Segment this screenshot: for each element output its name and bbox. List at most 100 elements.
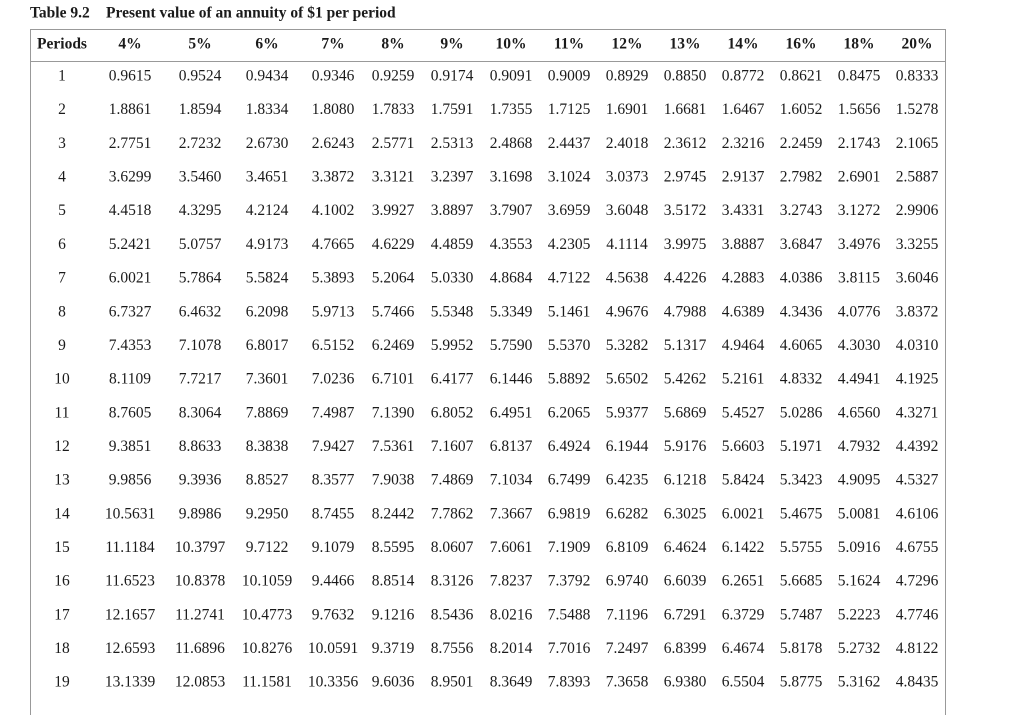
- value-cell: 4.4392: [896, 438, 939, 455]
- value-cell: 5.8178: [780, 640, 823, 657]
- value-cell: 4.2305: [548, 236, 591, 253]
- table-label: Table 9.2: [30, 5, 90, 22]
- value-cell: 3.4331: [722, 202, 765, 219]
- value-cell: 2.5313: [431, 135, 474, 152]
- value-cell: 6.1422: [722, 539, 765, 556]
- value-cell: 9.1216: [372, 606, 415, 623]
- value-cell: 12.0853: [175, 674, 226, 691]
- value-cell: 5.6603: [722, 438, 765, 455]
- value-cell: 5.3282: [606, 337, 649, 354]
- value-cell: 2.6901: [838, 169, 881, 186]
- value-cell: 6.2469: [372, 337, 415, 354]
- period-cell: 10: [54, 371, 70, 388]
- value-cell: 5.5348: [431, 303, 474, 320]
- value-cell: 10.3797: [175, 539, 226, 556]
- value-cell: 4.4941: [838, 371, 881, 388]
- value-cell: 2.9906: [896, 202, 939, 219]
- value-cell: 10.5631: [105, 505, 155, 522]
- column-header: 10%: [496, 36, 527, 53]
- value-cell: 3.4651: [246, 169, 289, 186]
- value-cell: 4.3295: [179, 202, 222, 219]
- value-cell: 4.9095: [838, 472, 881, 489]
- value-cell: 2.3612: [664, 135, 707, 152]
- value-cell: 7.1607: [431, 438, 474, 455]
- value-cell: 0.9091: [490, 68, 533, 85]
- value-cell: 7.4987: [312, 404, 355, 421]
- value-cell: 4.1925: [896, 371, 939, 388]
- value-cell: 5.3349: [490, 303, 533, 320]
- period-cell: 1: [58, 68, 66, 85]
- value-cell: 3.6959: [548, 202, 591, 219]
- value-cell: 8.0216: [490, 606, 533, 623]
- value-cell: 3.2743: [780, 202, 823, 219]
- value-cell: 5.0286: [780, 404, 823, 421]
- value-cell: 6.3025: [664, 505, 707, 522]
- value-cell: 5.8424: [722, 472, 765, 489]
- column-header: 16%: [786, 36, 817, 53]
- value-cell: 4.9173: [246, 236, 289, 253]
- value-cell: 7.9427: [312, 438, 355, 455]
- value-cell: 3.9975: [664, 236, 707, 253]
- value-cell: 6.0021: [722, 505, 765, 522]
- value-cell: 5.2223: [838, 606, 881, 623]
- value-cell: 2.6730: [246, 135, 289, 152]
- value-cell: 5.7466: [372, 303, 415, 320]
- value-cell: 3.9927: [372, 202, 415, 219]
- value-cell: 6.4624: [664, 539, 707, 556]
- period-cell: 2: [58, 101, 66, 118]
- value-cell: 2.4868: [490, 135, 533, 152]
- value-cell: 10.1059: [242, 573, 293, 590]
- value-cell: 4.5638: [606, 270, 649, 287]
- value-cell: 1.6467: [722, 101, 765, 118]
- value-cell: 8.3838: [246, 438, 289, 455]
- value-cell: 5.7590: [490, 337, 533, 354]
- value-cell: 8.8527: [246, 472, 289, 489]
- value-cell: 8.3126: [431, 573, 474, 590]
- value-cell: 3.3872: [312, 169, 355, 186]
- value-cell: 2.7751: [109, 135, 152, 152]
- value-cell: 5.4675: [780, 505, 823, 522]
- value-cell: 5.1461: [548, 303, 591, 320]
- period-cell: 8: [58, 303, 66, 320]
- value-cell: 2.3216: [722, 135, 765, 152]
- value-cell: 4.6106: [896, 505, 939, 522]
- value-cell: 7.3667: [490, 505, 533, 522]
- value-cell: 4.4859: [431, 236, 474, 253]
- value-cell: 4.7932: [838, 438, 881, 455]
- value-cell: 6.8017: [246, 337, 289, 354]
- value-cell: 4.6560: [838, 404, 881, 421]
- value-cell: 5.5370: [548, 337, 591, 354]
- period-cell: 6: [58, 236, 66, 253]
- value-cell: 6.1446: [490, 371, 533, 388]
- value-cell: 6.2651: [722, 573, 765, 590]
- value-cell: 6.2065: [548, 404, 591, 421]
- value-cell: 3.4976: [838, 236, 881, 253]
- value-cell: 1.6901: [606, 101, 649, 118]
- value-cell: 8.2014: [490, 640, 533, 657]
- column-header: 18%: [844, 36, 875, 53]
- value-cell: 7.8869: [246, 404, 289, 421]
- period-cell: 7: [58, 270, 66, 287]
- value-cell: 3.8887: [722, 236, 765, 253]
- value-cell: 6.7327: [109, 303, 152, 320]
- value-cell: 9.2950: [246, 505, 289, 522]
- value-cell: 1.8080: [312, 101, 355, 118]
- value-cell: 5.5755: [780, 539, 823, 556]
- value-cell: 5.0081: [838, 505, 881, 522]
- value-cell: 13.1339: [105, 674, 156, 691]
- period-cell: 5: [58, 202, 66, 219]
- value-cell: 5.8775: [780, 674, 823, 691]
- value-cell: 7.1034: [490, 472, 533, 489]
- period-cell: 14: [54, 505, 70, 522]
- value-cell: 2.6243: [312, 135, 355, 152]
- value-cell: 1.6681: [664, 101, 707, 118]
- value-cell: 9.6036: [372, 674, 415, 691]
- value-cell: 4.7988: [664, 303, 707, 320]
- value-cell: 5.7864: [179, 270, 222, 287]
- value-cell: 8.5436: [431, 606, 474, 623]
- value-cell: 6.4924: [548, 438, 591, 455]
- value-cell: 11.6896: [175, 640, 225, 657]
- value-cell: 5.9377: [606, 404, 649, 421]
- value-cell: 6.4235: [606, 472, 649, 489]
- column-header: 12%: [612, 36, 643, 53]
